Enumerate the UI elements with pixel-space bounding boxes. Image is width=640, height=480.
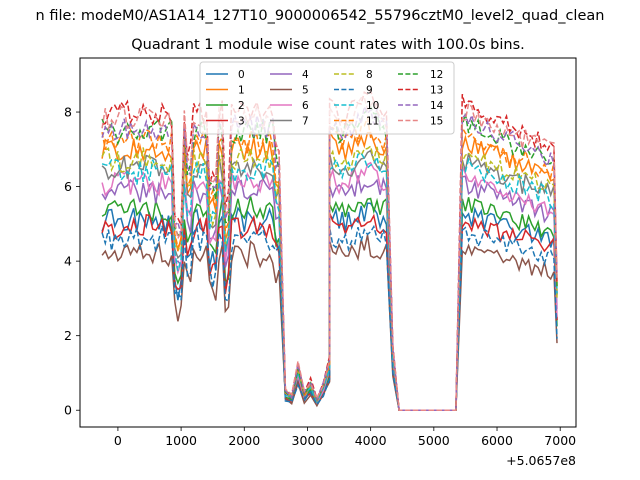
legend-label-7: 7 bbox=[302, 116, 309, 128]
series-line-15 bbox=[101, 96, 558, 411]
legend-label-11: 11 bbox=[366, 116, 379, 128]
legend-label-1: 1 bbox=[238, 85, 245, 97]
legend-box bbox=[199, 61, 455, 135]
legend-label-6: 6 bbox=[302, 100, 309, 112]
y-tick-label: 0 bbox=[64, 403, 72, 418]
x-tick-label: 5000 bbox=[418, 433, 450, 448]
legend-label-8: 8 bbox=[366, 69, 373, 81]
y-tick-label: 8 bbox=[64, 105, 72, 120]
legend-label-9: 9 bbox=[366, 85, 373, 97]
legend-label-3: 3 bbox=[238, 116, 245, 128]
legend-label-4: 4 bbox=[302, 69, 309, 81]
y-tick-label: 6 bbox=[64, 179, 72, 194]
legend-label-10: 10 bbox=[366, 100, 379, 112]
x-tick-label: 6000 bbox=[481, 433, 513, 448]
legend-label-13: 13 bbox=[430, 85, 443, 97]
axes-frame bbox=[79, 57, 577, 428]
legend-label-12: 12 bbox=[430, 69, 443, 81]
series-line-9 bbox=[101, 224, 558, 411]
plot-area bbox=[101, 89, 558, 411]
legend-label-14: 14 bbox=[430, 100, 444, 112]
legend-label-2: 2 bbox=[238, 100, 245, 112]
x-axis: 0 1000 2000 3000 4000 5000 6000 7000 bbox=[114, 427, 576, 448]
y-tick-label: 2 bbox=[64, 328, 72, 343]
legend-label-5: 5 bbox=[302, 85, 309, 97]
x-tick-label: 7000 bbox=[544, 433, 576, 448]
x-tick-label: 4000 bbox=[355, 433, 387, 448]
chart-title: Quadrant 1 module wise count rates with … bbox=[131, 37, 525, 53]
legend-label-0: 0 bbox=[238, 69, 245, 81]
x-tick-label: 2000 bbox=[228, 433, 260, 448]
x-offset-label: +5.0657e8 bbox=[506, 453, 576, 468]
y-axis: 0 2 4 6 8 bbox=[64, 105, 80, 418]
x-tick-label: 3000 bbox=[292, 433, 324, 448]
x-tick-label: 1000 bbox=[165, 433, 197, 448]
x-tick-label: 0 bbox=[114, 433, 122, 448]
figure-suptitle: n file: modeM0/AS1A14_127T10_9000006542_… bbox=[36, 8, 605, 24]
legend-label-15: 15 bbox=[430, 116, 443, 128]
y-tick-label: 4 bbox=[64, 254, 72, 269]
